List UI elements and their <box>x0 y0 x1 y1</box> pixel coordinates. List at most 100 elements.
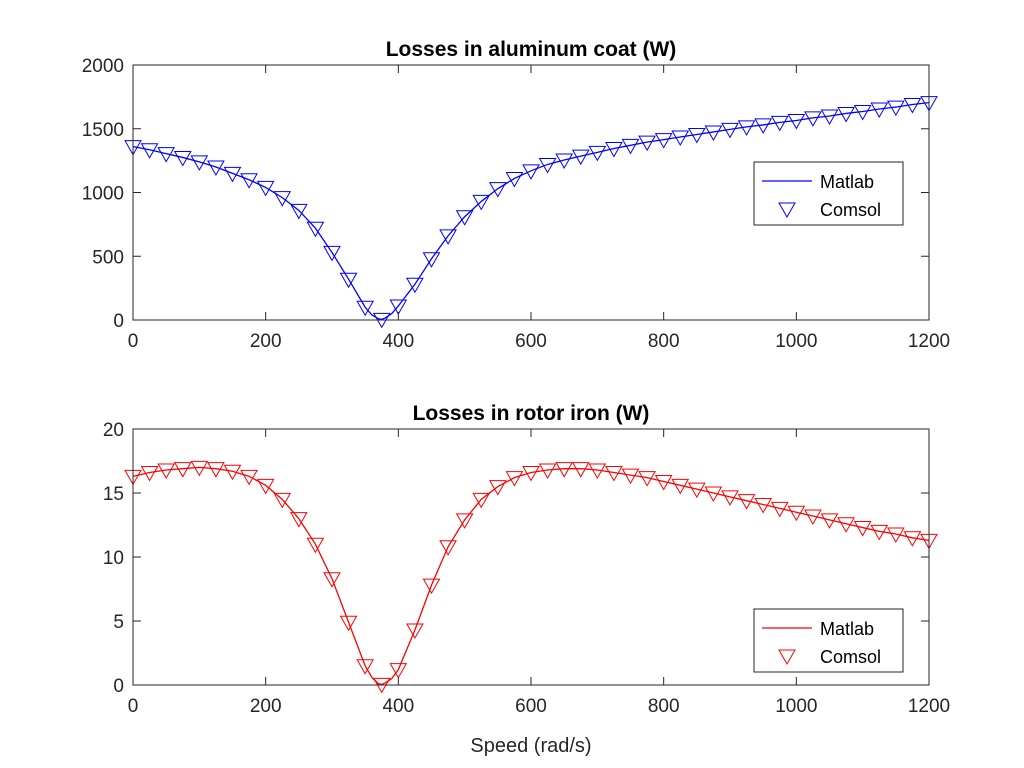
x-tick-label: 400 <box>382 331 414 352</box>
plot-title: Losses in aluminum coat (W) <box>386 38 677 61</box>
y-tick-label: 1500 <box>82 120 124 141</box>
data-point <box>256 478 275 495</box>
series-line-matlab <box>132 101 930 321</box>
legend-label-comsol: Comsol <box>820 647 881 667</box>
y-tick-label: 500 <box>92 247 124 268</box>
legend: Matlab Comsol <box>753 608 904 673</box>
aluminum-coat-losses-plot: Losses in aluminum coat (W) 0 200 400 600 80… <box>82 38 950 352</box>
series-layer <box>124 460 938 694</box>
y-tick-label: 1000 <box>82 184 124 205</box>
data-point <box>721 490 739 506</box>
data-point <box>671 478 690 495</box>
x-tick-label: 800 <box>648 331 680 352</box>
data-point <box>389 663 408 679</box>
data-point <box>389 299 408 315</box>
x-tick-label: 200 <box>250 331 282 352</box>
data-point <box>289 203 308 220</box>
data-point <box>439 229 457 245</box>
data-point <box>157 463 176 479</box>
data-point <box>207 160 225 177</box>
data-point <box>870 102 889 118</box>
data-point <box>886 100 905 117</box>
data-point <box>306 221 325 238</box>
data-point <box>190 155 209 171</box>
legend-label-comsol: Comsol <box>820 200 881 220</box>
data-point <box>687 482 706 499</box>
data-point <box>754 118 773 134</box>
y-tick-label: 0 <box>113 676 124 697</box>
data-point <box>654 133 673 149</box>
data-point <box>173 150 192 167</box>
data-point <box>406 623 424 639</box>
data-point <box>903 98 922 114</box>
data-point <box>455 513 474 529</box>
data-point <box>522 164 540 180</box>
data-point <box>853 105 872 121</box>
data-point <box>422 578 441 595</box>
data-point <box>306 537 325 554</box>
data-point <box>356 659 375 675</box>
data-point <box>289 512 308 528</box>
data-point <box>323 245 341 262</box>
data-point <box>455 210 474 226</box>
data-point <box>339 272 358 289</box>
data-point <box>571 462 590 478</box>
data-point <box>671 130 690 147</box>
x-tick-label: 800 <box>648 696 680 717</box>
ticks-layer: 0 200 400 600 800 1000 1200 0 500 1000 1500 2000 <box>82 56 950 352</box>
data-point <box>820 513 839 529</box>
x-tick-label: 1200 <box>908 331 950 352</box>
data-point <box>422 252 441 268</box>
y-tick-label: 15 <box>103 484 124 505</box>
x-tick-label: 1000 <box>775 696 817 717</box>
data-point <box>240 173 258 189</box>
x-tick-label: 600 <box>515 696 547 717</box>
data-point <box>488 480 507 496</box>
data-point <box>837 517 855 533</box>
data-point <box>356 300 375 317</box>
legend-label-matlab: Matlab <box>820 619 874 639</box>
data-point <box>505 171 524 188</box>
data-point <box>140 466 159 482</box>
y-tick-label: 10 <box>103 548 124 569</box>
legend-marker-sample <box>778 202 796 219</box>
data-point <box>240 469 258 486</box>
data-point <box>770 115 789 132</box>
legend-box <box>753 161 904 226</box>
data-point <box>323 572 341 588</box>
data-point <box>820 109 839 126</box>
data-point <box>190 460 209 477</box>
data-point <box>439 540 457 556</box>
data-point <box>571 149 590 166</box>
data-point <box>903 531 922 547</box>
x-tick-label: 0 <box>128 331 139 352</box>
legend-box <box>753 608 904 673</box>
data-point <box>721 122 739 139</box>
data-point <box>770 501 789 518</box>
data-point <box>886 527 905 543</box>
x-axis-label: Speed (rad/s) <box>470 735 591 757</box>
data-point <box>488 182 507 198</box>
x-tick-label: 0 <box>128 696 139 717</box>
data-point <box>704 486 723 503</box>
data-point <box>737 494 756 510</box>
data-point <box>472 492 491 509</box>
data-point <box>621 468 640 485</box>
x-tick-label: 600 <box>515 331 547 352</box>
data-point <box>472 194 491 211</box>
legend-label-matlab: Matlab <box>820 172 874 192</box>
y-tick-label: 20 <box>103 420 124 441</box>
data-point <box>406 277 424 294</box>
data-point <box>804 509 822 526</box>
data-point <box>638 135 656 152</box>
data-point <box>754 498 773 514</box>
data-point <box>588 145 607 162</box>
data-point <box>157 147 176 163</box>
data-point <box>339 615 358 632</box>
ticks-layer: 0 200 400 600 800 1000 1200 0 5 10 15 20 <box>103 420 950 717</box>
data-point <box>588 463 607 479</box>
data-point <box>787 505 806 522</box>
series-layer <box>124 96 938 329</box>
data-point <box>173 462 192 478</box>
